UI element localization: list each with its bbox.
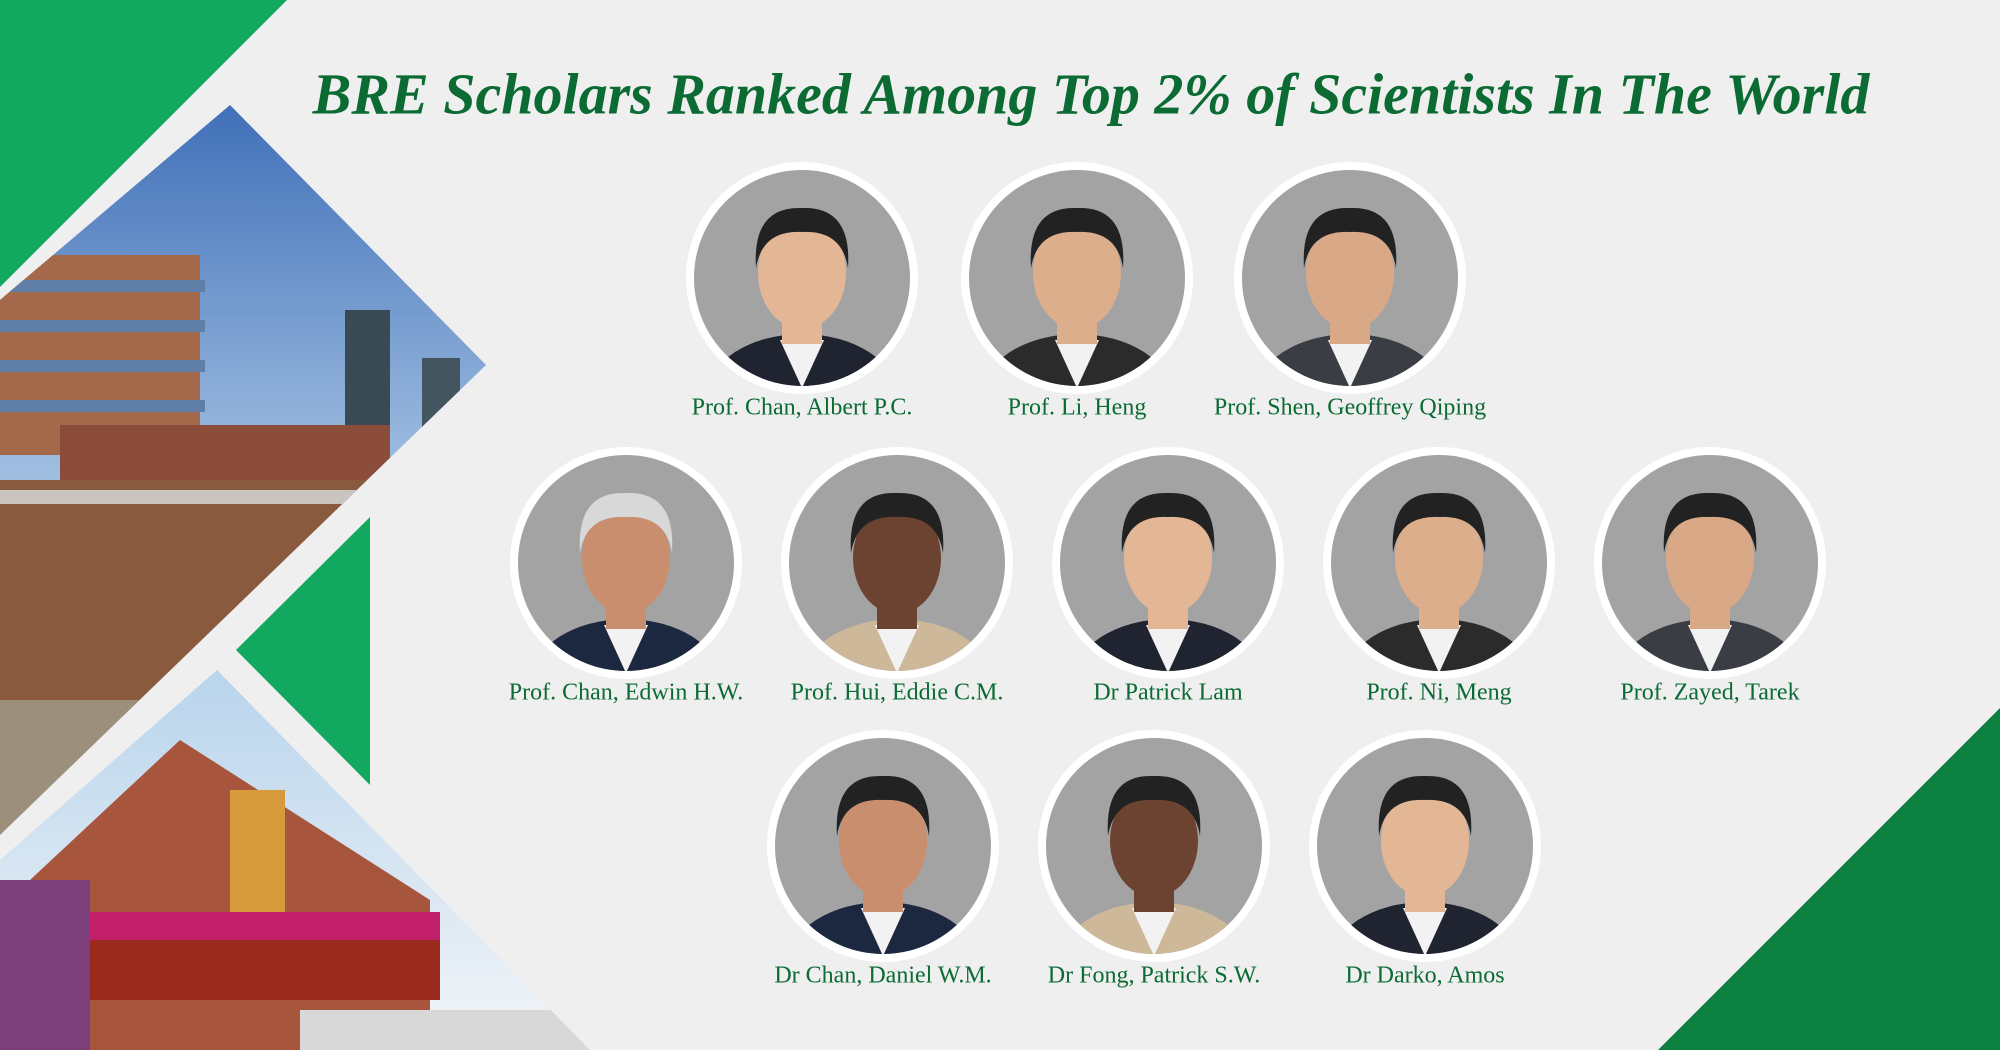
portrait <box>1242 170 1458 386</box>
hair <box>1107 775 1201 836</box>
scholar-card: Prof. Chan, Edwin H.W. <box>509 447 743 706</box>
hair <box>1378 775 1472 836</box>
scholar-card: Prof. Shen, Geoffrey Qiping <box>1214 162 1486 421</box>
suit <box>1330 902 1520 954</box>
scholar-name: Prof. Chan, Albert P.C. <box>692 395 913 421</box>
scholar-card: Prof. Chan, Albert P.C. <box>686 162 918 421</box>
scholar-name: Dr Patrick Lam <box>1093 680 1243 706</box>
portrait <box>518 455 734 671</box>
shirt <box>875 625 919 671</box>
hair <box>836 775 930 836</box>
face <box>758 217 846 329</box>
portrait <box>1046 738 1262 954</box>
face <box>1033 217 1121 329</box>
hair <box>755 207 849 268</box>
portrait <box>1317 738 1533 954</box>
suit <box>1255 334 1445 386</box>
suit <box>531 619 721 671</box>
scholar-name: Dr Fong, Patrick S.W. <box>1048 963 1260 989</box>
shirt <box>1688 625 1732 671</box>
scholar-name: Prof. Chan, Edwin H.W. <box>509 680 743 706</box>
face <box>1395 502 1483 614</box>
scholar-name: Prof. Shen, Geoffrey Qiping <box>1214 395 1486 421</box>
face <box>839 785 927 897</box>
scholar-name: Dr Darko, Amos <box>1345 963 1504 989</box>
green-triangle <box>0 0 287 287</box>
shirt <box>604 625 648 671</box>
scholar-card: Prof. Ni, Meng <box>1323 447 1555 706</box>
suit <box>1059 902 1249 954</box>
face <box>853 502 941 614</box>
hair <box>850 492 944 553</box>
portrait <box>1602 455 1818 671</box>
suit <box>982 334 1172 386</box>
suit <box>1344 619 1534 671</box>
hair <box>1663 492 1757 553</box>
hair <box>1303 207 1397 268</box>
scholar-name: Prof. Hui, Eddie C.M. <box>791 680 1004 706</box>
scholar-card: Prof. Zayed, Tarek <box>1594 447 1826 706</box>
shirt <box>1055 340 1099 386</box>
shirt <box>1403 908 1447 954</box>
suit <box>802 619 992 671</box>
shirt <box>861 908 905 954</box>
shirt <box>1417 625 1461 671</box>
suit <box>707 334 897 386</box>
scholar-name: Dr Chan, Daniel W.M. <box>774 963 991 989</box>
hair <box>1392 492 1486 553</box>
scholar-card: Dr Fong, Patrick S.W. <box>1038 730 1270 989</box>
scholar-name: Prof. Li, Heng <box>1008 395 1147 421</box>
suit <box>1615 619 1805 671</box>
scholar-name: Prof. Zayed, Tarek <box>1620 680 1799 706</box>
face <box>1110 785 1198 897</box>
face <box>1306 217 1394 329</box>
portrait <box>969 170 1185 386</box>
scholar-name: Prof. Ni, Meng <box>1366 680 1511 706</box>
face <box>1124 502 1212 614</box>
scholar-card: Dr Patrick Lam <box>1052 447 1284 706</box>
scholar-card: Dr Darko, Amos <box>1309 730 1541 989</box>
face <box>1381 785 1469 897</box>
shirt <box>1132 908 1176 954</box>
green-triangle <box>1658 708 2000 1050</box>
scholar-card: Prof. Hui, Eddie C.M. <box>781 447 1013 706</box>
scholar-grid: Prof. Chan, Albert P.C. Prof. Li, Heng Pro… <box>509 162 1826 989</box>
hair <box>1121 492 1215 553</box>
shirt <box>1146 625 1190 671</box>
title: BRE Scholars Ranked Among Top 2% of Scie… <box>312 61 1871 126</box>
face <box>582 502 670 614</box>
shirt <box>780 340 824 386</box>
portrait <box>694 170 910 386</box>
face <box>1666 502 1754 614</box>
portrait <box>1331 455 1547 671</box>
scholar-card: Dr Chan, Daniel W.M. <box>767 730 999 989</box>
portrait <box>775 738 991 954</box>
portrait <box>1060 455 1276 671</box>
hair <box>1030 207 1124 268</box>
portrait <box>789 455 1005 671</box>
suit <box>1073 619 1263 671</box>
suit <box>788 902 978 954</box>
scholar-card: Prof. Li, Heng <box>961 162 1193 421</box>
green-triangle-mid <box>236 517 370 785</box>
hair <box>579 492 673 553</box>
shirt <box>1328 340 1372 386</box>
